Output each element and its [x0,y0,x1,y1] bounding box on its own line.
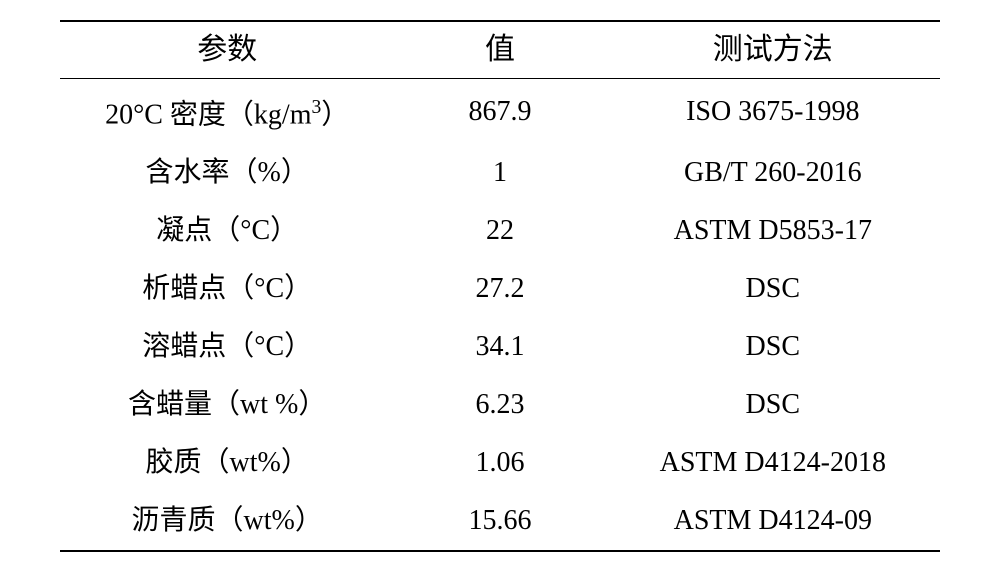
cell-method: ASTM D5853-17 [606,202,940,260]
table-row: 析蜡点（°C）27.2DSC [60,260,940,318]
cell-value: 6.23 [394,376,605,434]
table-row: 凝点（°C）22ASTM D5853-17 [60,202,940,260]
cell-method: DSC [606,376,940,434]
cell-param: 含水率（%） [60,144,394,202]
cell-param: 沥青质（wt%） [60,492,394,551]
cell-method: ISO 3675-1998 [606,79,940,145]
table-row: 沥青质（wt%）15.66ASTM D4124-09 [60,492,940,551]
cell-value: 27.2 [394,260,605,318]
table-container: 参数 值 测试方法 20°C 密度（kg/m3）867.9ISO 3675-19… [0,0,1000,572]
cell-param: 20°C 密度（kg/m3） [60,79,394,145]
cell-param: 析蜡点（°C） [60,260,394,318]
cell-method: DSC [606,318,940,376]
cell-value: 34.1 [394,318,605,376]
table-row: 含蜡量（wt %）6.23DSC [60,376,940,434]
cell-param: 胶质（wt%） [60,434,394,492]
table-header-row: 参数 值 测试方法 [60,21,940,79]
col-header-method: 测试方法 [606,21,940,79]
col-header-value: 值 [394,21,605,79]
cell-value: 867.9 [394,79,605,145]
cell-value: 1.06 [394,434,605,492]
table-body: 20°C 密度（kg/m3）867.9ISO 3675-1998含水率（%）1G… [60,79,940,552]
cell-param: 溶蜡点（°C） [60,318,394,376]
table-row: 含水率（%）1GB/T 260-2016 [60,144,940,202]
cell-method: ASTM D4124-2018 [606,434,940,492]
table-row: 胶质（wt%）1.06ASTM D4124-2018 [60,434,940,492]
cell-param: 凝点（°C） [60,202,394,260]
cell-value: 1 [394,144,605,202]
table-row: 溶蜡点（°C）34.1DSC [60,318,940,376]
cell-param: 含蜡量（wt %） [60,376,394,434]
cell-method: DSC [606,260,940,318]
cell-value: 22 [394,202,605,260]
cell-method: GB/T 260-2016 [606,144,940,202]
cell-method: ASTM D4124-09 [606,492,940,551]
cell-value: 15.66 [394,492,605,551]
table-row: 20°C 密度（kg/m3）867.9ISO 3675-1998 [60,79,940,145]
col-header-param: 参数 [60,21,394,79]
properties-table: 参数 值 测试方法 20°C 密度（kg/m3）867.9ISO 3675-19… [60,20,940,552]
